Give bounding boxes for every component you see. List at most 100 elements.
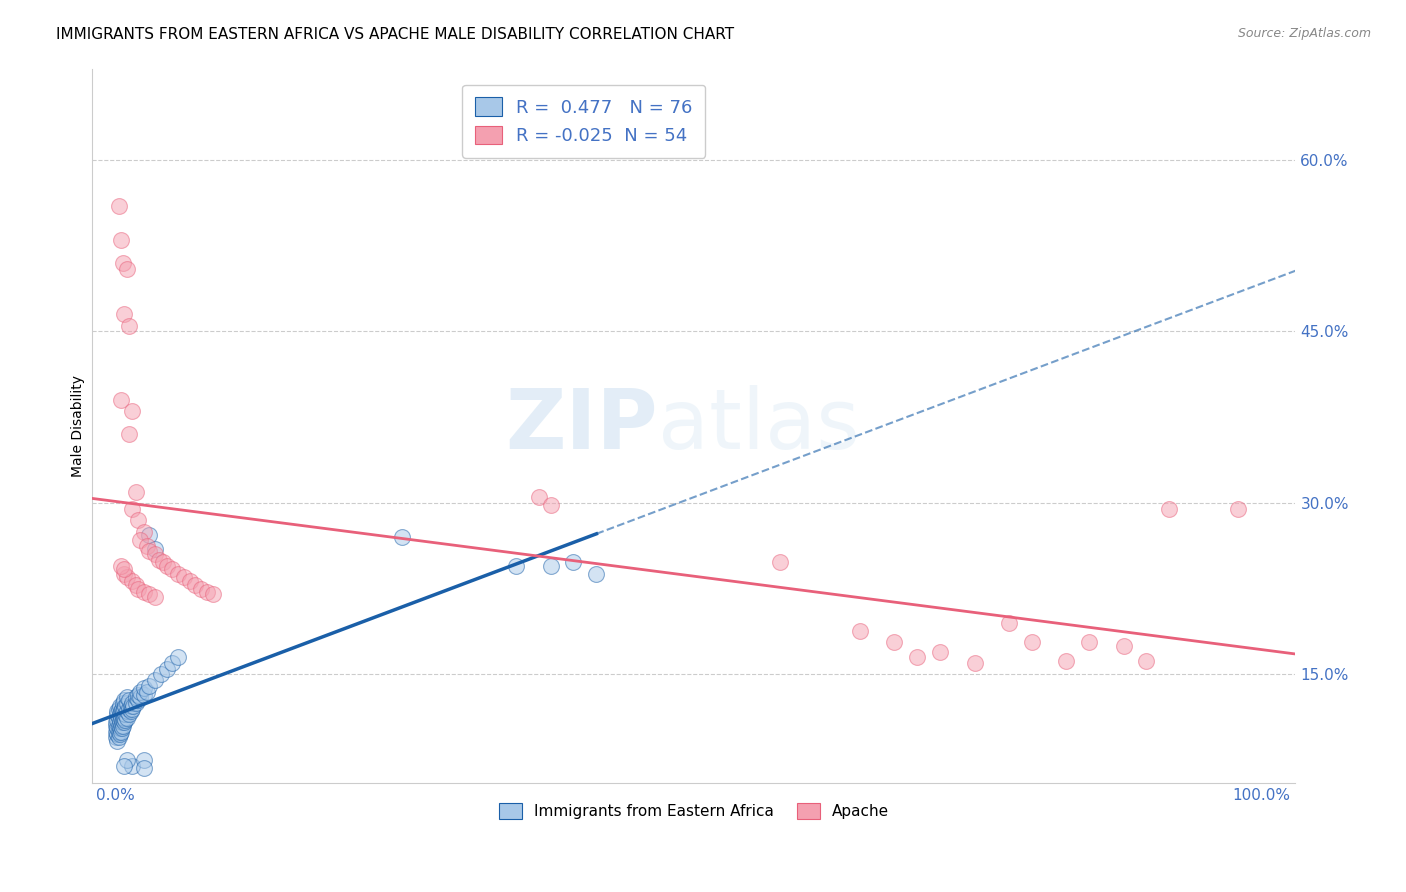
Point: [112, 704, 135, 718]
Point: [195, 585, 218, 599]
Point: [905, 650, 928, 665]
Point: [143, 548, 166, 562]
Point: [179, 574, 201, 588]
Point: [110, 558, 132, 573]
Point: [1112, 639, 1135, 653]
Point: [201, 587, 224, 601]
Point: [112, 566, 135, 581]
Point: [162, 562, 184, 576]
Point: [963, 656, 986, 670]
Point: [105, 707, 128, 722]
Point: [125, 696, 148, 710]
Point: [127, 513, 149, 527]
Point: [883, 635, 905, 649]
Point: [121, 759, 143, 773]
Point: [998, 615, 1021, 630]
Point: [105, 713, 128, 727]
Point: [112, 307, 135, 321]
Point: [132, 524, 155, 539]
Point: [112, 719, 135, 733]
Point: [114, 699, 136, 714]
Point: [118, 427, 141, 442]
Point: [107, 731, 129, 745]
Point: [125, 578, 148, 592]
Point: [132, 761, 155, 775]
Point: [112, 696, 135, 710]
Point: [1054, 654, 1077, 668]
Point: [114, 707, 136, 722]
Point: [120, 704, 142, 718]
Point: [108, 727, 131, 741]
Point: [118, 707, 141, 722]
Point: [391, 530, 413, 544]
Point: [115, 261, 138, 276]
Point: [121, 501, 143, 516]
Point: [540, 498, 562, 512]
Point: [149, 667, 172, 681]
Point: [110, 704, 132, 718]
Point: [1227, 501, 1250, 516]
Point: [143, 590, 166, 604]
Point: [112, 702, 135, 716]
Point: [136, 684, 159, 698]
Point: [129, 533, 152, 547]
Point: [585, 566, 607, 581]
Point: [112, 562, 135, 576]
Point: [115, 704, 138, 718]
Point: [112, 759, 135, 773]
Point: [505, 558, 527, 573]
Text: atlas: atlas: [658, 385, 859, 467]
Point: [167, 650, 190, 665]
Point: [562, 555, 585, 569]
Point: [115, 753, 138, 767]
Point: [105, 731, 128, 745]
Point: [156, 558, 179, 573]
Point: [540, 558, 562, 573]
Point: [132, 681, 155, 695]
Point: [1135, 654, 1157, 668]
Point: [769, 555, 792, 569]
Point: [121, 404, 143, 418]
Point: [167, 566, 190, 581]
Point: [115, 690, 138, 705]
Point: [125, 484, 148, 499]
Point: [127, 582, 149, 596]
Point: [110, 719, 132, 733]
Point: [129, 684, 152, 698]
Y-axis label: Male Disability: Male Disability: [72, 375, 86, 477]
Point: [105, 724, 128, 739]
Point: [121, 702, 143, 716]
Point: [112, 711, 135, 725]
Point: [107, 702, 129, 716]
Text: Source: ZipAtlas.com: Source: ZipAtlas.com: [1237, 27, 1371, 40]
Point: [121, 696, 143, 710]
Point: [1159, 501, 1181, 516]
Point: [121, 574, 143, 588]
Point: [184, 578, 207, 592]
Point: [107, 724, 129, 739]
Point: [118, 702, 141, 716]
Point: [112, 715, 135, 730]
Point: [138, 544, 160, 558]
Point: [127, 688, 149, 702]
Point: [105, 719, 128, 733]
Point: [108, 707, 131, 722]
Point: [143, 541, 166, 556]
Text: ZIP: ZIP: [505, 385, 658, 467]
Point: [173, 570, 195, 584]
Point: [162, 656, 184, 670]
Point: [132, 753, 155, 767]
Point: [107, 199, 129, 213]
Point: [115, 696, 138, 710]
Point: [111, 702, 134, 716]
Point: [148, 553, 170, 567]
Text: IMMIGRANTS FROM EASTERN AFRICA VS APACHE MALE DISABILITY CORRELATION CHART: IMMIGRANTS FROM EASTERN AFRICA VS APACHE…: [56, 27, 734, 42]
Point: [118, 692, 141, 706]
Point: [132, 585, 155, 599]
Point: [112, 256, 135, 270]
Point: [108, 699, 131, 714]
Point: [108, 715, 131, 730]
Point: [527, 490, 550, 504]
Point: [1021, 635, 1043, 649]
Point: [115, 711, 138, 725]
